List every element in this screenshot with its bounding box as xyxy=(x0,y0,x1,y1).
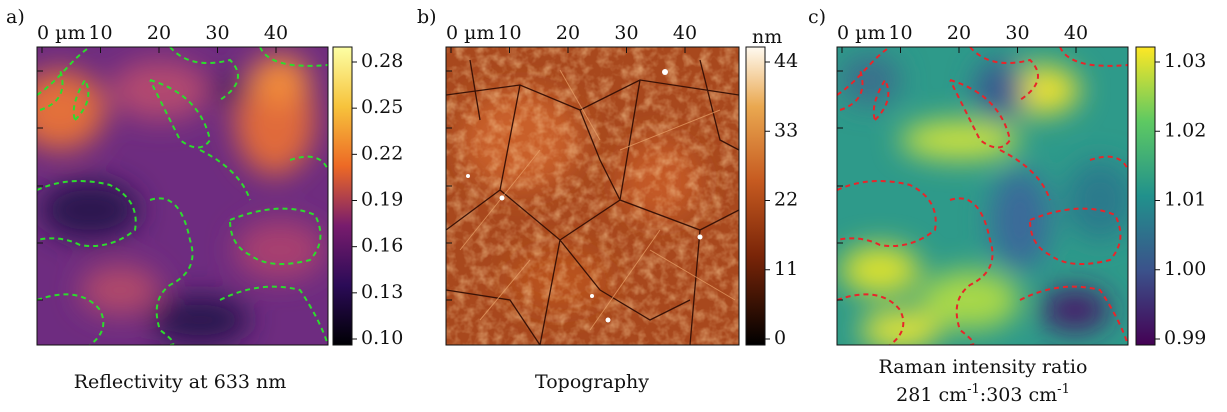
colorbar-tick-label: 0.28 xyxy=(361,50,403,72)
x-tick-label: 30 xyxy=(614,22,638,44)
colorbar-tick-label: 0.99 xyxy=(1164,327,1206,349)
x-tick-label: 40 xyxy=(1064,22,1088,44)
x-tick-label: 10 xyxy=(888,22,912,44)
caption: Raman intensity ratio xyxy=(879,356,1088,378)
colorbar-tick-label: 11 xyxy=(774,258,798,280)
caption-part: -1 xyxy=(1057,382,1070,397)
caption: Topography xyxy=(535,371,649,393)
colorbar-tick-label: 0.19 xyxy=(361,189,403,211)
caption-part: Raman intensity ratio xyxy=(879,356,1088,378)
raman-ratio-map xyxy=(837,47,1128,345)
panel-label: c) xyxy=(808,6,826,28)
caption: 281 cm-1:303 cm-1 xyxy=(896,382,1070,407)
x-tick-label: 40 xyxy=(264,22,288,44)
reflectivity-map xyxy=(37,47,328,345)
caption-part: Topography xyxy=(535,371,649,393)
caption: Reflectivity at 633 nm xyxy=(74,371,287,393)
colorbar-tick-label: 0.10 xyxy=(361,327,403,349)
x-tick-label: 30 xyxy=(205,22,229,44)
caption-part: :303 cm xyxy=(980,384,1057,406)
caption-part: -1 xyxy=(967,382,980,397)
frames xyxy=(36,46,1129,346)
x-tick-label: 10 xyxy=(88,22,112,44)
colorbar-tick-label: 0.16 xyxy=(361,235,403,257)
x-tick-label: 20 xyxy=(147,22,171,44)
colorbar-unit: nm xyxy=(752,26,782,48)
colorbar-tick-label: 1.02 xyxy=(1164,119,1206,141)
colorbar-tick-label: 1.00 xyxy=(1164,258,1206,280)
caption-part: Reflectivity at 633 nm xyxy=(74,371,287,393)
caption-part: 281 cm xyxy=(896,384,967,406)
colorbar-tick-label: 1.03 xyxy=(1164,50,1206,72)
panel-label: a) xyxy=(6,6,25,28)
x-tick-label: 30 xyxy=(1005,22,1029,44)
colorbar-tick-label: 33 xyxy=(774,119,798,141)
x-tick-label: 0 µm xyxy=(446,22,495,44)
colorbar-tick-label: 0.22 xyxy=(361,142,403,164)
colorbar xyxy=(332,46,353,346)
colorbar-tick-label: 0.13 xyxy=(361,281,403,303)
colorbar-tick-label: 0.25 xyxy=(361,96,403,118)
x-tick-label: 0 µm xyxy=(837,22,886,44)
topography-map xyxy=(446,47,739,345)
colorbar-tick-label: 0 xyxy=(774,327,786,349)
colorbar xyxy=(1135,46,1156,346)
colorbar xyxy=(745,46,766,346)
panel-label: b) xyxy=(417,6,437,28)
x-tick-label: 40 xyxy=(673,22,697,44)
x-tick-label: 0 µm xyxy=(37,22,86,44)
x-tick-label: 20 xyxy=(947,22,971,44)
x-tick-label: 10 xyxy=(497,22,521,44)
x-tick-label: 20 xyxy=(556,22,580,44)
colorbar-tick-label: 1.01 xyxy=(1164,189,1206,211)
colorbar-tick-label: 44 xyxy=(774,50,798,72)
colorbar-tick-label: 22 xyxy=(774,189,798,211)
